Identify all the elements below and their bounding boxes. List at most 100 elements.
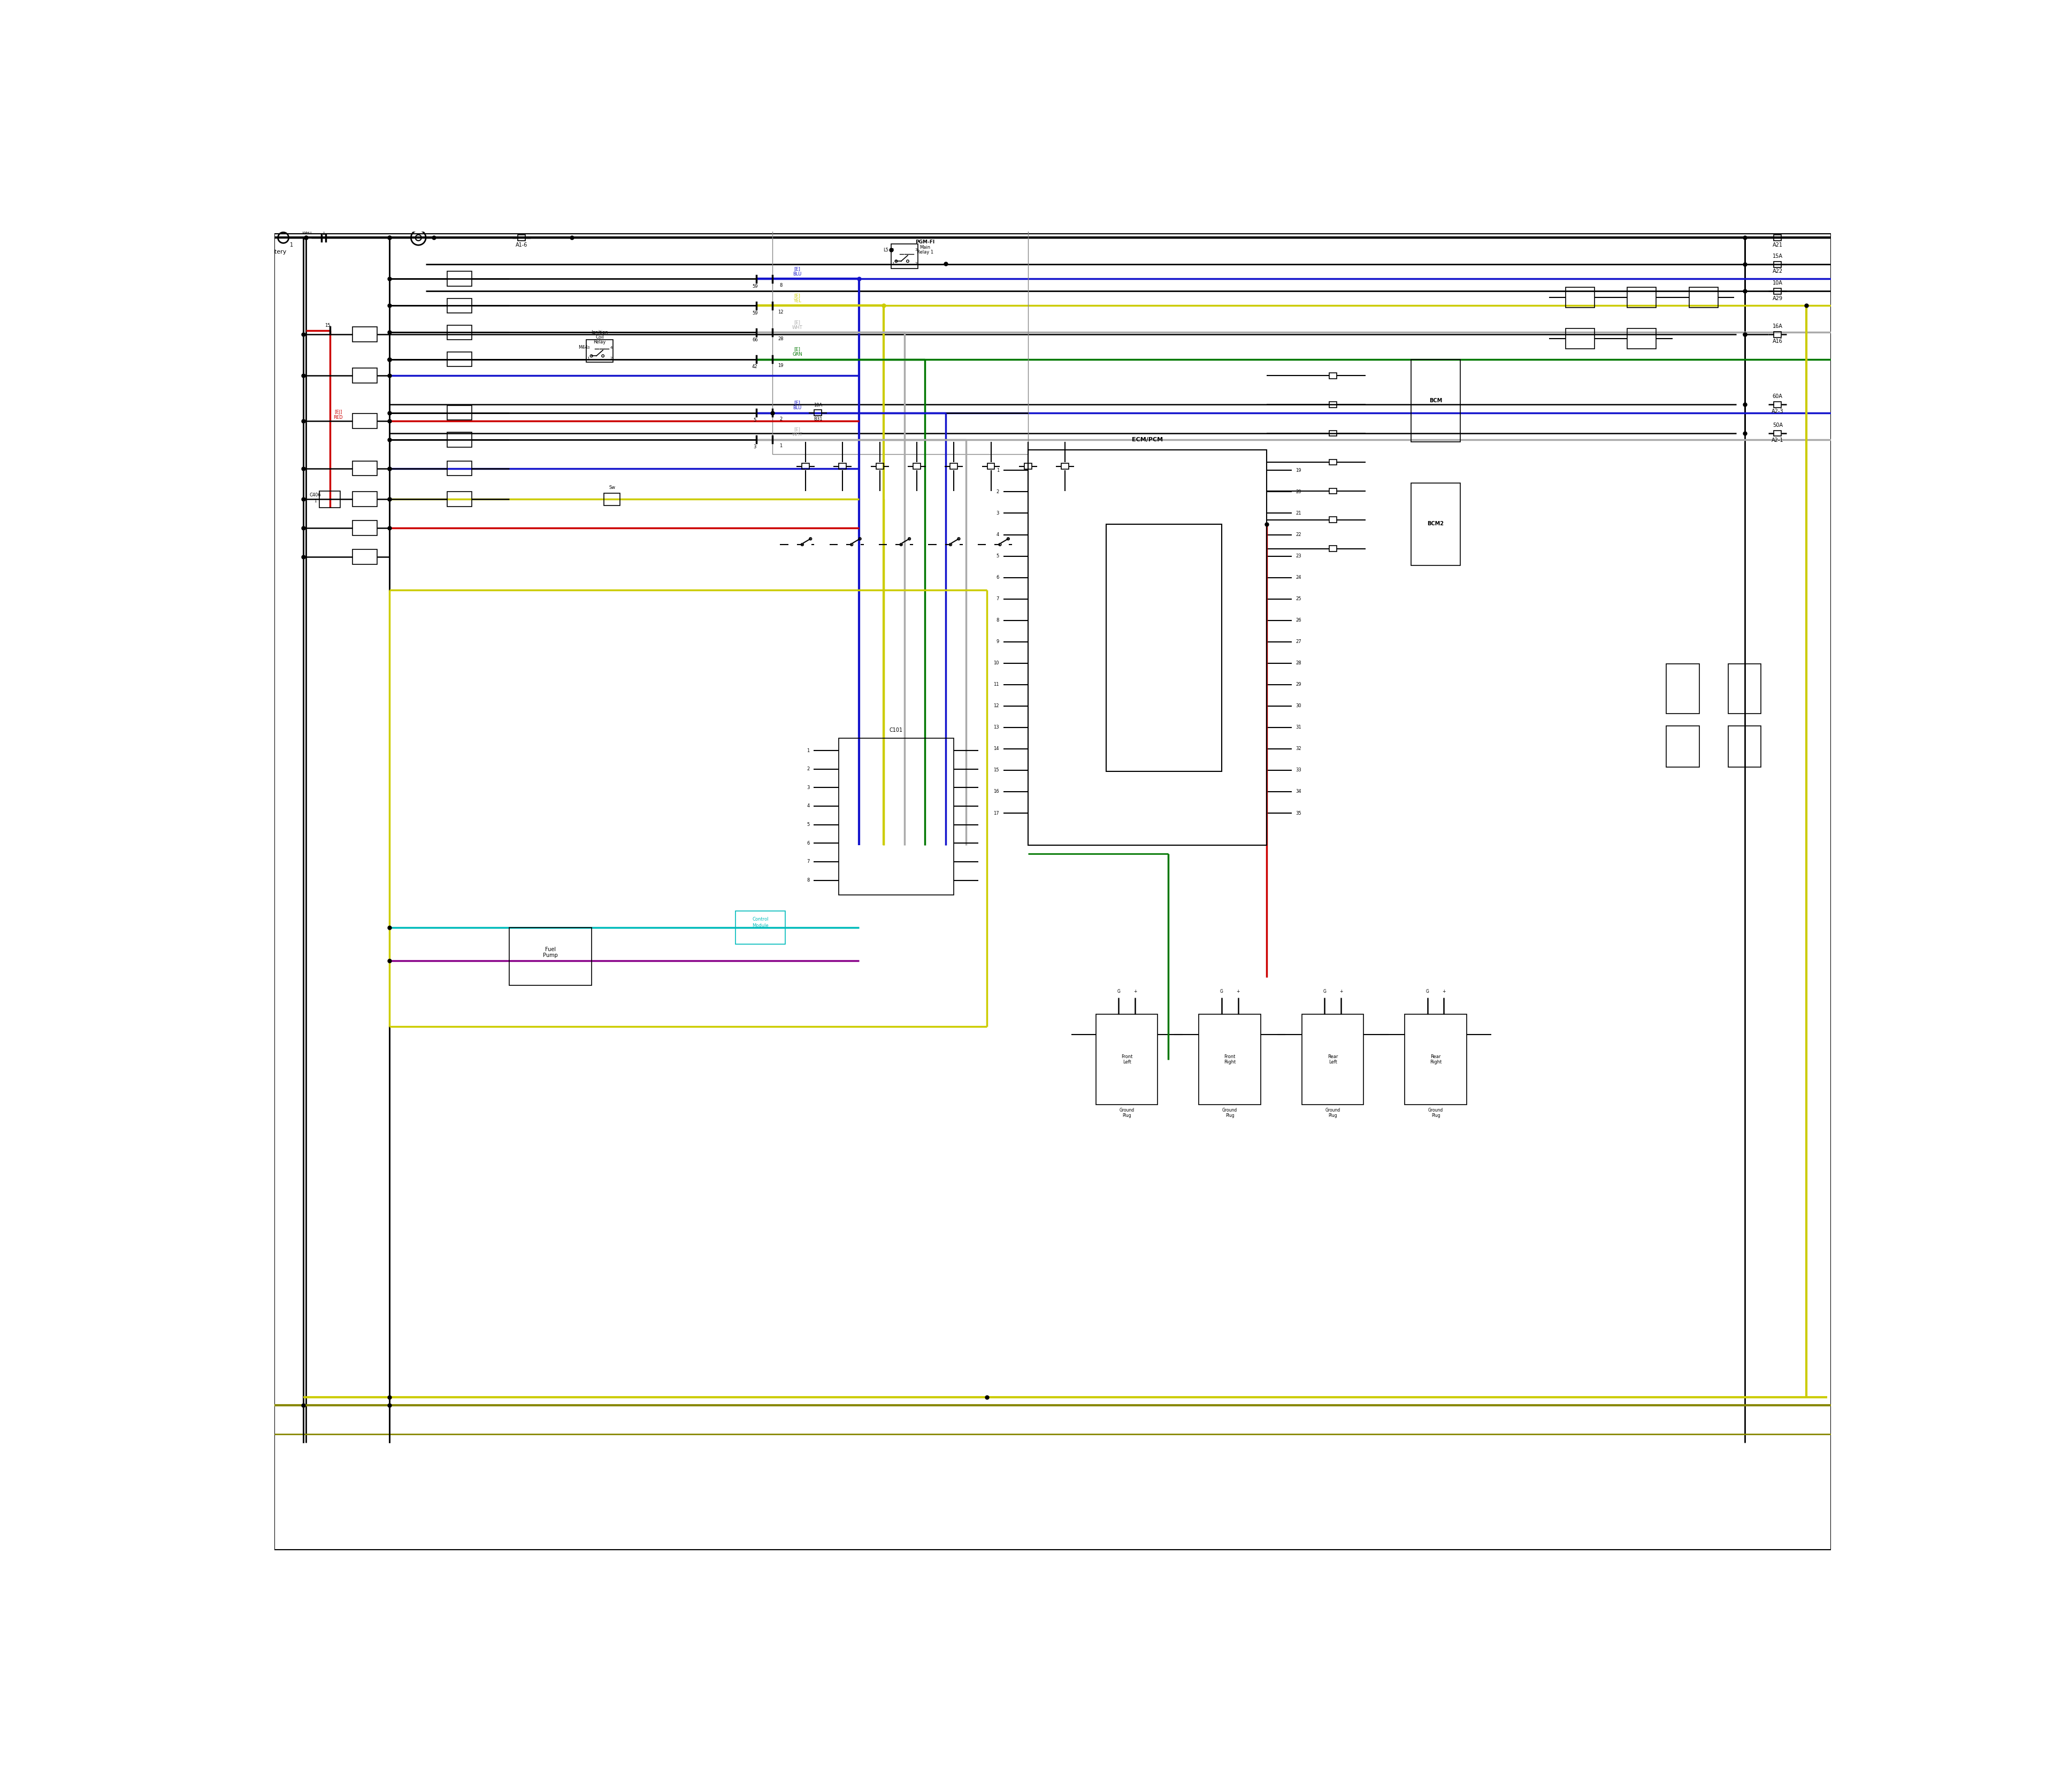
Text: 15A: 15A — [1773, 226, 1783, 231]
Text: 31: 31 — [1296, 726, 1302, 729]
Text: [E]
BLU: [E] BLU — [793, 267, 801, 276]
Text: 1: 1 — [314, 500, 316, 504]
Bar — [1775, 430, 1781, 435]
Bar — [1627, 328, 1656, 349]
Text: 100A: 100A — [516, 226, 528, 231]
Text: 21: 21 — [1296, 511, 1302, 516]
Bar — [353, 550, 378, 564]
Text: 8: 8 — [996, 618, 998, 624]
Bar — [1565, 287, 1594, 308]
Text: A2-1: A2-1 — [1771, 437, 1783, 443]
Text: 27: 27 — [1296, 640, 1302, 643]
Bar — [518, 235, 526, 240]
Text: Ignition: Ignition — [592, 330, 608, 335]
Text: 2: 2 — [807, 767, 809, 771]
Bar — [988, 464, 994, 470]
Bar — [448, 324, 472, 340]
Text: 4: 4 — [807, 803, 809, 808]
Bar — [1775, 401, 1781, 407]
Text: A16: A16 — [1773, 339, 1783, 344]
Bar — [263, 215, 275, 1595]
Text: 28: 28 — [778, 337, 785, 342]
Text: 59: 59 — [752, 310, 758, 315]
Text: PGM-FI: PGM-FI — [916, 240, 935, 244]
Bar — [1405, 1014, 1467, 1104]
Bar — [448, 297, 472, 314]
Text: 5: 5 — [807, 823, 809, 828]
Bar — [1666, 665, 1699, 713]
Text: [EI]: [EI] — [304, 226, 310, 229]
Bar — [1727, 726, 1760, 767]
Text: 2: 2 — [996, 489, 998, 495]
Bar — [1727, 665, 1760, 713]
Bar — [914, 464, 920, 470]
Bar — [1329, 459, 1337, 466]
Text: 1: 1 — [891, 262, 893, 265]
Text: 4: 4 — [891, 249, 893, 251]
Text: A22: A22 — [1773, 269, 1783, 274]
Text: 50A: 50A — [1773, 423, 1783, 428]
Text: [E]
WHT: [E] WHT — [793, 319, 803, 330]
Text: [E]
WHT: [E] WHT — [793, 426, 803, 437]
Text: Rear
Left: Rear Left — [1327, 1054, 1337, 1064]
Bar — [1107, 523, 1222, 771]
Text: 3: 3 — [807, 785, 809, 790]
Text: [E]
YEL: [E] YEL — [793, 294, 801, 303]
Bar — [1775, 289, 1781, 294]
Bar — [448, 405, 472, 419]
Bar — [813, 410, 822, 416]
Text: C406: C406 — [310, 493, 320, 498]
Text: [EJ]
RED: [EJ] RED — [333, 410, 343, 419]
Text: 16A: 16A — [1773, 324, 1783, 330]
Text: A2-3: A2-3 — [1771, 409, 1783, 414]
Text: C101: C101 — [889, 728, 904, 733]
Text: 35: 35 — [1296, 810, 1302, 815]
Bar — [1062, 464, 1068, 470]
Text: 42: 42 — [752, 364, 758, 369]
Text: +: + — [1237, 989, 1241, 995]
Bar — [1830, 215, 1842, 1595]
Bar — [951, 464, 957, 470]
Bar — [448, 271, 472, 287]
Text: A29: A29 — [1773, 296, 1783, 301]
Text: 15: 15 — [325, 323, 331, 328]
Bar — [320, 491, 341, 507]
Text: 4: 4 — [610, 346, 612, 349]
Text: Front
Right: Front Right — [1224, 1054, 1237, 1064]
Bar — [1666, 726, 1699, 767]
Text: Ground
Plug: Ground Plug — [1222, 1107, 1237, 1118]
Bar — [1411, 358, 1460, 441]
Bar — [263, 215, 1842, 231]
Bar — [1329, 401, 1337, 407]
Text: 23: 23 — [1296, 554, 1302, 559]
Bar — [838, 464, 846, 470]
Bar — [875, 464, 883, 470]
Bar — [1775, 262, 1781, 267]
Text: A1-6: A1-6 — [516, 242, 528, 247]
Bar — [772, 224, 1027, 453]
Text: 17: 17 — [994, 810, 998, 815]
Text: 66: 66 — [752, 337, 758, 342]
Text: 11: 11 — [994, 683, 998, 686]
Text: 3: 3 — [914, 249, 918, 251]
Text: 7: 7 — [996, 597, 998, 602]
Bar — [353, 369, 378, 383]
Text: 5: 5 — [754, 418, 756, 423]
Bar — [587, 339, 614, 362]
Text: 30: 30 — [1296, 704, 1302, 708]
Text: 16: 16 — [994, 788, 998, 794]
Bar — [509, 928, 592, 986]
Bar — [448, 461, 472, 475]
Text: G: G — [1117, 989, 1119, 995]
Bar — [1329, 430, 1337, 435]
Text: (+): (+) — [265, 231, 275, 237]
Text: 33: 33 — [1296, 767, 1302, 772]
Text: 28: 28 — [1296, 661, 1302, 665]
Text: 7: 7 — [807, 860, 809, 864]
Text: Ground
Plug: Ground Plug — [1428, 1107, 1444, 1118]
Bar — [1565, 328, 1594, 349]
Bar — [1775, 235, 1781, 240]
Text: WHT: WHT — [302, 231, 312, 235]
Text: 1: 1 — [996, 468, 998, 473]
Text: 6: 6 — [807, 840, 809, 846]
